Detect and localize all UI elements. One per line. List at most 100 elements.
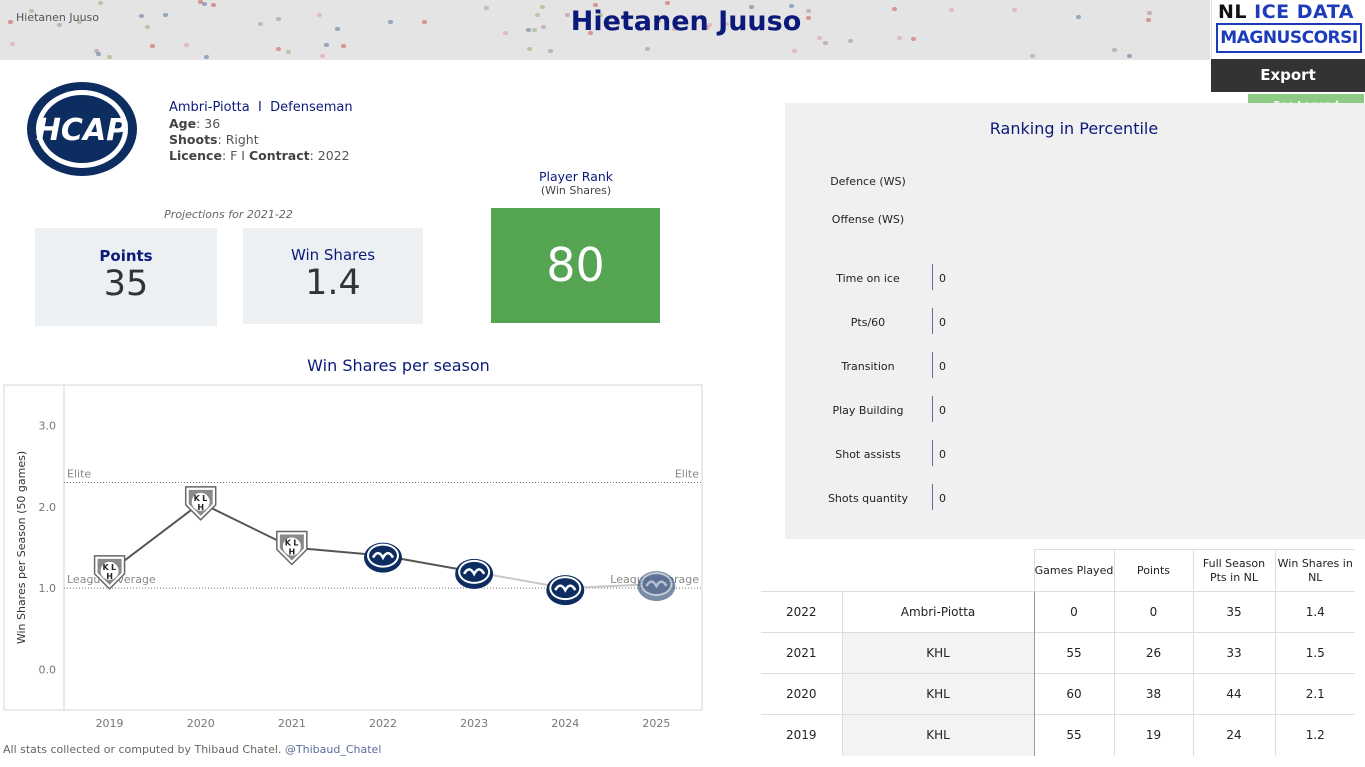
stats-row: 2020 KHL 60 38 44 2.1 [761, 673, 1355, 715]
chart-frame [3, 384, 703, 711]
stats-win-shares: 1.2 [1274, 714, 1355, 756]
banner-speck [184, 43, 190, 48]
banner-speck [57, 23, 63, 28]
ranking-label: Transition [841, 360, 895, 373]
brand-logo-line1: NL ICE DATA [1218, 1, 1354, 23]
stats-team: KHL [841, 632, 1034, 674]
banner-speck [806, 8, 812, 13]
ranking-title: Ranking in Percentile [989, 119, 1159, 138]
banner-speck [341, 43, 347, 48]
data-point-hcap-icon [455, 558, 494, 589]
reference-label-left: Elite [67, 468, 91, 481]
player-info: Ambri-Piotta I Defenseman Age: 36 Shoots… [169, 100, 353, 164]
banner-speck [910, 36, 916, 41]
banner-speck [656, 18, 662, 23]
data-point-hcap-icon [637, 571, 676, 602]
banner-speck [388, 20, 394, 25]
banner-speck [540, 24, 546, 29]
ranking-label: Time on ice [836, 272, 900, 285]
x-tick-label: 2025 [642, 717, 670, 730]
banner-speck [806, 15, 812, 20]
stats-full-season-pts: 44 [1192, 673, 1275, 715]
banner-speck [531, 28, 537, 33]
ranking-value: 0 [939, 448, 946, 461]
banner-speck [335, 27, 341, 32]
ranking-bar [932, 264, 933, 290]
ranking-label: Defence (WS) [830, 175, 906, 188]
banner-speck [817, 36, 823, 41]
data-point-khl-icon: K LH [276, 530, 308, 566]
player-rank-caption: Player Rank (Win Shares) [538, 169, 614, 198]
player-shoots: Shoots: Right [169, 132, 259, 147]
col-points: Points [1113, 549, 1193, 592]
ranking-bar [932, 308, 933, 334]
banner-speck [29, 8, 35, 13]
col-full-season-pts: Full Season Pts in NL [1192, 549, 1275, 592]
banner-speck [891, 7, 897, 12]
banner-speck [525, 27, 531, 32]
ranking-bar [932, 484, 933, 510]
ranking-value: 0 [939, 272, 946, 285]
banner-speck [1126, 54, 1132, 59]
stats-games-played: 60 [1033, 673, 1114, 715]
win-shares-label: Win Shares [290, 246, 376, 264]
banner-speck [204, 55, 210, 60]
win-shares-value: 1.4 [305, 263, 361, 303]
player-team-position: Ambri-Piotta I Defenseman [169, 100, 353, 115]
stats-win-shares: 1.4 [1274, 591, 1355, 633]
win-shares-chart: 0.0 1.0 2.0 3.0 Win Shares per Season (50 ga… [3, 384, 703, 730]
banner-speck [1146, 18, 1152, 23]
banner-speck [573, 23, 579, 28]
banner-speck [723, 22, 729, 27]
banner-speck [748, 4, 754, 9]
banner-speck [896, 35, 902, 40]
banner-speck [8, 20, 14, 25]
svg-text:L: L [293, 539, 298, 548]
banner-speck [792, 48, 798, 53]
banner-speck [144, 24, 150, 29]
player-age: Age: 36 [169, 116, 221, 131]
data-point-hcap-icon [364, 542, 402, 573]
ranking-value: 0 [939, 316, 946, 329]
banner-speck [258, 22, 264, 27]
footer-handle-link[interactable]: @Thibaud_Chatel [284, 743, 382, 756]
ranking-value: 0 [939, 492, 946, 505]
banner-speck [211, 2, 217, 7]
export-button[interactable]: Export [1211, 59, 1365, 92]
banner-speck [704, 26, 710, 31]
ranking-label: Offense (WS) [831, 213, 905, 226]
banner-speck [94, 49, 100, 54]
win-shares-card: Win Shares 1.4 [243, 228, 423, 324]
stats-win-shares: 1.5 [1274, 632, 1355, 674]
banner-speck [138, 13, 144, 18]
banner-speck [316, 13, 322, 18]
stats-full-season-pts: 24 [1192, 714, 1275, 756]
stats-table-header: Games Played Points Full Season Pts in N… [761, 549, 1355, 592]
banner-speck [324, 42, 330, 47]
stats-points: 38 [1113, 673, 1193, 715]
stats-points: 26 [1113, 632, 1193, 674]
stats-team: KHL [841, 714, 1034, 756]
reference-label-right: Elite [675, 468, 699, 481]
banner-speck [588, 31, 594, 36]
banner-speck [503, 30, 509, 35]
page-title: Hietanen Juuso [570, 6, 802, 37]
ranking-bar [932, 440, 933, 466]
stats-year: 2019 [761, 714, 842, 756]
banner-speck [1030, 54, 1036, 59]
stats-year: 2021 [761, 632, 842, 674]
banner-speck [484, 6, 490, 11]
banner-speck [107, 55, 113, 60]
stats-games-played: 55 [1033, 714, 1114, 756]
x-tick-label: 2023 [460, 717, 488, 730]
banner-speck [10, 42, 16, 47]
team-logo-lettering: HCAP [36, 113, 128, 148]
banner-speck [948, 7, 954, 12]
ranking-value: 0 [939, 404, 946, 417]
footer-credit: All stats collected or computed by Thiba… [3, 743, 382, 756]
data-point-khl-icon: K LH [184, 486, 217, 521]
points-value: 35 [103, 264, 149, 304]
x-tick-label: 2024 [551, 717, 579, 730]
x-tick-label: 2022 [369, 717, 397, 730]
banner-speck [644, 46, 650, 51]
